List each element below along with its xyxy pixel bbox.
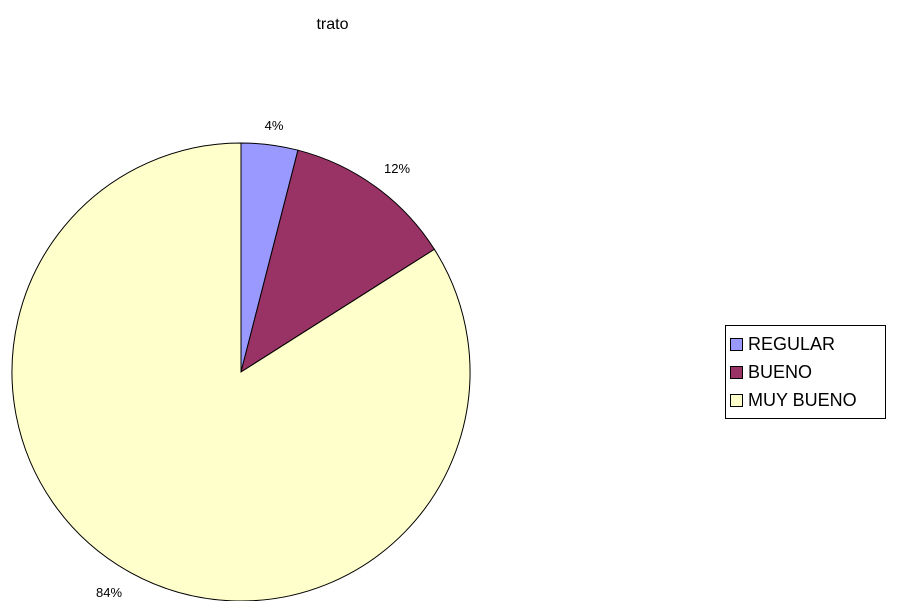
legend-label-muy-bueno: MUY BUENO xyxy=(748,389,857,410)
chart-title: trato xyxy=(316,16,349,33)
legend-swatch-bueno xyxy=(730,365,743,379)
chart-legend: REGULAR BUENO MUY BUENO xyxy=(725,325,886,419)
legend-swatch-muy-bueno xyxy=(730,393,743,407)
data-label-bueno: 12% xyxy=(384,161,410,176)
data-label-muy-bueno: 84% xyxy=(96,585,122,600)
legend-label-bueno: BUENO xyxy=(748,361,813,382)
legend-item-regular: REGULAR xyxy=(730,330,881,358)
legend-label-regular: REGULAR xyxy=(748,333,836,354)
legend-item-bueno: BUENO xyxy=(730,358,881,386)
legend-swatch-regular xyxy=(730,337,743,351)
pie-slice-bueno xyxy=(240,149,436,374)
pie-slice-muy-bueno xyxy=(11,142,471,601)
legend-item-muy-bueno: MUY BUENO xyxy=(730,386,881,414)
data-label-regular: 4% xyxy=(265,118,284,133)
